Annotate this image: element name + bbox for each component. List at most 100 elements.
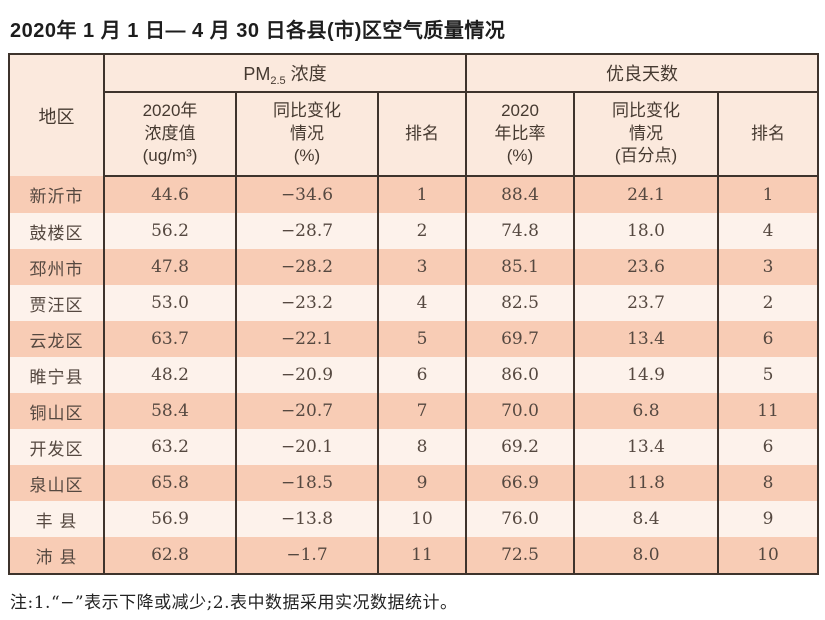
table-body: 新沂市 44.6 −34.6 1 88.4 24.1 1 鼓楼区 56.2 −28.7 2 74.8 1…	[8, 176, 820, 574]
value-cell: 47.8	[103, 249, 237, 285]
value-cell: 69.7	[465, 321, 575, 357]
value-cell: −28.7	[235, 213, 379, 249]
table-row: 开发区 63.2 −20.1 8 69.2 13.4 6	[8, 429, 820, 465]
value-cell: 8	[377, 429, 467, 465]
value-cell: 5	[377, 321, 467, 357]
value-cell: 76.0	[465, 501, 575, 537]
value-cell: 2	[716, 285, 820, 321]
value-cell: 48.2	[103, 357, 237, 393]
value-cell: 63.2	[103, 429, 237, 465]
value-cell: 72.5	[465, 537, 575, 574]
column-header-days-ratio: 2020 年比率 (%)	[465, 92, 575, 177]
header-line: 同比变化	[273, 100, 341, 120]
value-cell: 2	[377, 213, 467, 249]
value-cell: 6.8	[573, 393, 719, 429]
value-cell: 24.1	[573, 176, 719, 213]
region-cell: 新沂市	[8, 176, 105, 213]
value-cell: −13.8	[235, 501, 379, 537]
table-row: 铜山区 58.4 −20.7 7 70.0 6.8 11	[8, 393, 820, 429]
footnote: 注:1.“−”表示下降或减少;2.表中数据采用实况数据统计。	[10, 593, 458, 613]
value-cell: 1	[716, 176, 820, 213]
value-cell: 5	[716, 357, 820, 393]
region-cell: 丰 县	[8, 501, 105, 537]
region-cell: 睢宁县	[8, 357, 105, 393]
region-cell: 泉山区	[8, 465, 105, 501]
value-cell: −28.2	[235, 249, 379, 285]
header-line: (%)	[506, 146, 534, 166]
value-cell: 6	[377, 357, 467, 393]
value-cell: 66.9	[465, 465, 575, 501]
pm25-label-prefix: PM	[243, 63, 271, 84]
value-cell: 9	[377, 465, 467, 501]
value-cell: 11	[716, 393, 820, 429]
column-header-pm-rank: 排名	[377, 92, 467, 177]
value-cell: 82.5	[465, 285, 575, 321]
table-header: 地区 PM2.5 浓度 优良天数 2020年 浓度值 (ug/m³) 同比变化 …	[8, 54, 820, 177]
value-cell: 53.0	[103, 285, 237, 321]
air-quality-table: 地区 PM2.5 浓度 优良天数 2020年 浓度值 (ug/m³) 同比变化 …	[8, 53, 820, 575]
value-cell: 18.0	[573, 213, 719, 249]
table-row: 沛 县 62.8 −1.7 11 72.5 8.0 10	[8, 537, 820, 574]
pm25-label-subscript: 2.5	[270, 74, 286, 87]
value-cell: 7	[377, 393, 467, 429]
header-line: (ug/m³)	[142, 146, 198, 166]
table-row: 新沂市 44.6 −34.6 1 88.4 24.1 1	[8, 176, 820, 213]
column-header-region: 地区	[8, 54, 105, 176]
value-cell: −23.2	[235, 285, 379, 321]
value-cell: 86.0	[465, 357, 575, 393]
pm25-label-suffix: 浓度	[285, 63, 327, 84]
value-cell: −22.1	[235, 321, 379, 357]
column-header-days-change: 同比变化 情况 (百分点)	[573, 92, 719, 177]
region-cell: 贾汪区	[8, 285, 105, 321]
value-cell: 10	[377, 501, 467, 537]
header-line: 情况	[290, 123, 324, 143]
table-row: 贾汪区 53.0 −23.2 4 82.5 23.7 2	[8, 285, 820, 321]
value-cell: 23.7	[573, 285, 719, 321]
value-cell: 56.9	[103, 501, 237, 537]
page-title: 2020年 1 月 1 日— 4 月 30 日各县(市)区空气质量情况	[10, 20, 506, 42]
table-row: 云龙区 63.7 −22.1 5 69.7 13.4 6	[8, 321, 820, 357]
value-cell: 88.4	[465, 176, 575, 213]
column-group-pm25: PM2.5 浓度	[103, 54, 467, 93]
table-row: 鼓楼区 56.2 −28.7 2 74.8 18.0 4	[8, 213, 820, 249]
region-cell: 沛 县	[8, 537, 105, 574]
header-line: 排名	[751, 123, 786, 143]
header-line: 2020年	[142, 100, 198, 120]
value-cell: 44.6	[103, 176, 237, 213]
value-cell: 8.0	[573, 537, 719, 574]
value-cell: −20.7	[235, 393, 379, 429]
value-cell: 14.9	[573, 357, 719, 393]
header-line: 2020	[501, 100, 539, 120]
value-cell: 58.4	[103, 393, 237, 429]
value-cell: −20.9	[235, 357, 379, 393]
value-cell: 4	[377, 285, 467, 321]
value-cell: −18.5	[235, 465, 379, 501]
table-row: 睢宁县 48.2 −20.9 6 86.0 14.9 5	[8, 357, 820, 393]
value-cell: 4	[716, 213, 820, 249]
region-cell: 云龙区	[8, 321, 105, 357]
table-row: 丰 县 56.9 −13.8 10 76.0 8.4 9	[8, 501, 820, 537]
header-line: 浓度值	[144, 123, 196, 143]
column-header-pm-value: 2020年 浓度值 (ug/m³)	[103, 92, 237, 177]
value-cell: 6	[716, 321, 820, 357]
value-cell: −1.7	[235, 537, 379, 574]
column-header-pm-change: 同比变化 情况 (%)	[235, 92, 379, 177]
value-cell: 56.2	[103, 213, 237, 249]
region-cell: 开发区	[8, 429, 105, 465]
value-cell: 6	[716, 429, 820, 465]
value-cell: 3	[377, 249, 467, 285]
value-cell: 13.4	[573, 321, 719, 357]
value-cell: 9	[716, 501, 820, 537]
header-line: 情况	[629, 123, 663, 143]
value-cell: 23.6	[573, 249, 719, 285]
header-line: 同比变化	[612, 100, 680, 120]
header-sub-row: 2020年 浓度值 (ug/m³) 同比变化 情况 (%) 排名 2020 年比…	[9, 92, 820, 177]
value-cell: 85.1	[465, 249, 575, 285]
table-row: 泉山区 65.8 −18.5 9 66.9 11.8 8	[8, 465, 820, 501]
value-cell: −34.6	[235, 176, 379, 213]
column-group-good-days: 优良天数	[464, 54, 820, 93]
value-cell: 8	[716, 465, 820, 501]
value-cell: 1	[377, 176, 467, 213]
value-cell: 8.4	[573, 501, 719, 537]
